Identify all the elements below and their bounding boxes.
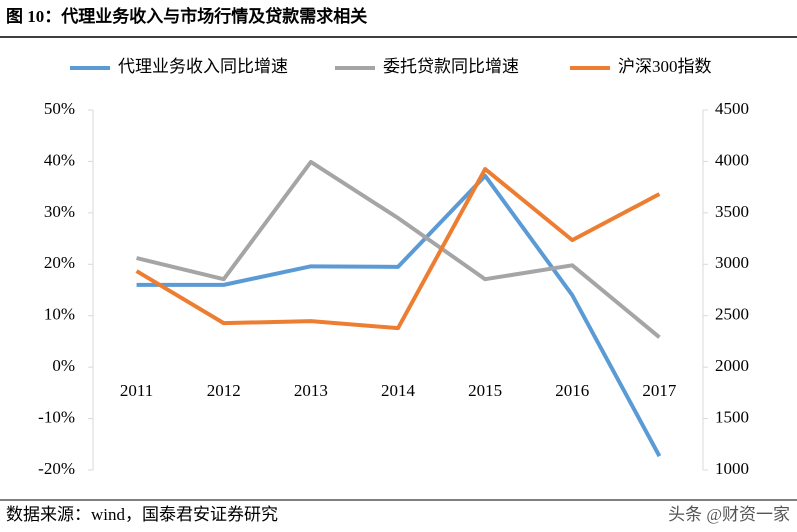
y2-tick-label: 4500 [715, 99, 749, 118]
series-line [135, 167, 661, 331]
y-tick-label: -10% [38, 407, 75, 426]
y-tick-label: 30% [44, 202, 75, 221]
x-tick-label: 2016 [555, 381, 589, 400]
y-tick-label: 20% [44, 253, 75, 272]
y2-tick-label: 3500 [715, 202, 749, 221]
x-tick-label: 2014 [381, 381, 416, 400]
y-tick-label: 40% [44, 150, 75, 169]
y-tick-label: 50% [44, 99, 75, 118]
x-tick-label: 2013 [294, 381, 328, 400]
y2-tick-label: 4000 [715, 150, 749, 169]
source: 数据来源：wind，国泰君安证券研究 [6, 505, 278, 524]
legend-label: 沪深300指数 [618, 57, 712, 76]
y2-tick-label: 1500 [715, 407, 749, 426]
x-tick-label: 2012 [207, 381, 241, 400]
y-tick-label: -20% [38, 459, 75, 478]
series-line [136, 159, 661, 339]
y2-tick-label: 3000 [715, 253, 749, 272]
x-tick-label: 2017 [642, 381, 677, 400]
watermark: 头条 @财资一家 [668, 505, 790, 524]
y2-tick-label: 1000 [715, 459, 749, 478]
y2-tick-label: 2500 [715, 305, 749, 324]
y2-tick-label: 2000 [715, 356, 749, 375]
series-line [136, 173, 662, 458]
y-tick-label: 10% [44, 305, 75, 324]
legend-label: 委托贷款同比增速 [383, 57, 519, 76]
chart-title: 图 10：代理业务收入与市场行情及贷款需求相关 [6, 6, 367, 26]
y-tick-label: 0% [52, 356, 75, 375]
x-tick-label: 2015 [468, 381, 502, 400]
x-tick-label: 2011 [120, 381, 153, 400]
legend-label: 代理业务收入同比增速 [118, 57, 288, 76]
